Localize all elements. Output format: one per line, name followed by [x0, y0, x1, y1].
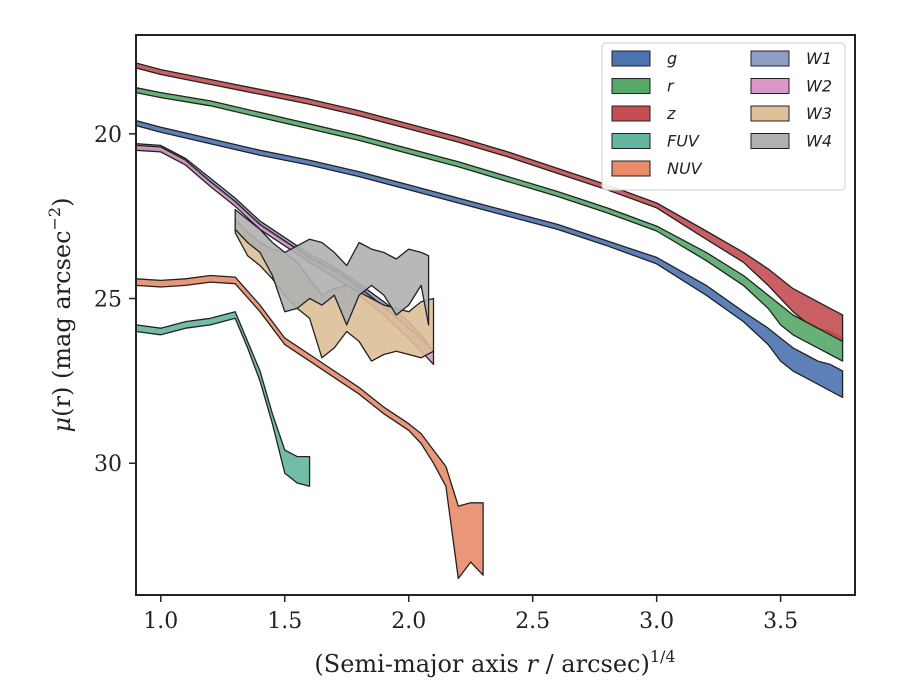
y-axis-label-mu: μ — [48, 417, 76, 433]
x-axis-label: (Semi-major axis r / arcsec)1/4 — [314, 647, 675, 678]
x-axis-label-exp: 1/4 — [650, 647, 676, 666]
y-axis-label-close: ) — [48, 197, 76, 206]
y-tick-label: 30 — [94, 452, 122, 477]
legend-label-w3: W3 — [806, 104, 832, 123]
legend-label-w1: W1 — [806, 49, 832, 68]
legend-label-g: g — [667, 49, 677, 68]
area-r — [136, 87, 844, 362]
area-g — [136, 119, 844, 399]
x-axis-label-var: r — [526, 650, 539, 678]
area-z — [136, 62, 844, 343]
legend-swatch-g — [611, 50, 651, 67]
y-axis-ticks: 20 25 30 — [94, 123, 136, 477]
legend-swatch-z — [611, 105, 651, 122]
area-w2 — [136, 144, 435, 366]
x-tick-label: 3.0 — [639, 609, 674, 634]
legend-swatch-w4 — [750, 133, 790, 149]
x-axis-label-unit: / arcsec) — [538, 650, 650, 678]
legend-swatch-r — [611, 78, 651, 94]
x-tick-label: 1.5 — [267, 609, 302, 634]
legend-label-nuv: NUV — [667, 159, 703, 178]
x-tick-label: 2.0 — [391, 609, 426, 634]
legend-swatch-w3 — [750, 105, 790, 122]
legend-swatch-w1 — [750, 50, 790, 67]
legend-swatch-nuv — [611, 160, 651, 177]
y-tick-label: 25 — [94, 288, 122, 313]
x-tick-label: 3.5 — [763, 609, 798, 634]
plot-frame — [135, 34, 856, 596]
legend-label-fuv: FUV — [667, 132, 700, 151]
x-tick-label: 2.5 — [515, 609, 550, 634]
area-w4 — [234, 208, 430, 326]
y-tick-label: 20 — [94, 123, 122, 148]
area-fuv — [136, 311, 311, 487]
y-axis-label-arg: (r) — [48, 387, 76, 417]
x-tick-label: 1.0 — [143, 609, 178, 634]
y-axis-label: μ(r) (mag arcsec−2) — [45, 197, 76, 432]
legend-label-w2: W2 — [806, 77, 832, 96]
profile-areas — [136, 62, 844, 580]
area-nuv — [136, 274, 484, 580]
legend-label-r: r — [667, 77, 675, 96]
x-axis-ticks: 1.0 1.5 2.0 2.5 3.0 3.5 — [143, 595, 798, 634]
y-axis-label-exp: −2 — [45, 207, 64, 231]
y-axis-label-unit: (mag arcsec — [48, 230, 76, 386]
legend-swatch-w2 — [750, 78, 790, 94]
legend-swatch-fuv — [611, 133, 651, 149]
legend-label-z: z — [666, 104, 676, 123]
x-axis-label-main: (Semi-major axis — [314, 650, 526, 678]
legend: grz FUV NUV W1 W2 W3 W4 — [601, 42, 846, 191]
legend-label-w4: W4 — [806, 132, 832, 151]
